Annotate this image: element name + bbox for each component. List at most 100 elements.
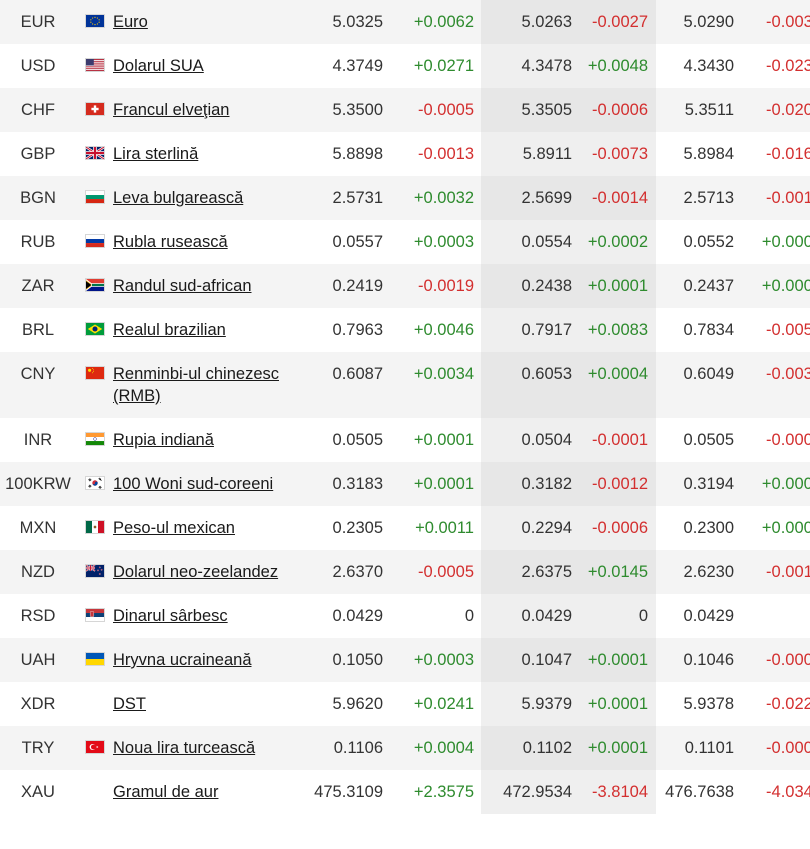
table-row: INR Rupia indiană 0.0505 +0.0001 0.0504 -0.00… <box>0 418 810 462</box>
change-1: +0.0001 <box>413 475 474 493</box>
change-2: -0.0027 <box>592 13 648 31</box>
ua-flag-icon <box>85 652 105 666</box>
change-2: -0.0012 <box>592 475 648 493</box>
currency-name-cell: Dinarul sârbesc <box>76 594 311 638</box>
change-1: +0.0032 <box>413 189 474 207</box>
br-flag-icon <box>85 322 105 336</box>
currency-name-cell: Peso-ul mexican <box>76 506 311 550</box>
change-1: -0.0005 <box>418 563 474 581</box>
rate-3: 0.2300 <box>683 519 734 537</box>
rate-2: 0.0504 <box>481 418 580 462</box>
change-2: -0.0073 <box>592 145 648 163</box>
change-2: +0.0001 <box>587 739 648 757</box>
rate-3: 0.3194 <box>656 462 734 506</box>
currency-name-link[interactable]: Leva bulgarească <box>113 189 244 207</box>
currency-name-cell: Rubla rusească <box>76 220 311 264</box>
tr-flag-icon <box>85 740 105 754</box>
change-3: -0.0164 <box>766 145 810 163</box>
rate-1: 0.7963 <box>332 321 383 339</box>
currency-code: ZAR <box>0 264 76 308</box>
currency-name-link[interactable]: Dolarul neo-zeelandez <box>113 563 279 581</box>
change-1: +0.0271 <box>413 57 474 75</box>
table-row: 100KRW 100 Woni sud-coreeni 0.3183 +0.0001 0… <box>0 462 810 506</box>
mx-flag-icon <box>85 520 105 534</box>
change-1: +0.0004 <box>413 739 474 757</box>
change-3: +0.0002 <box>761 233 810 251</box>
rate-3: 0.1101 <box>656 726 734 770</box>
currency-code: USD <box>20 57 56 75</box>
rate-3: 0.1046 <box>656 638 734 682</box>
rate-1: 5.0325 <box>311 0 383 44</box>
currency-name-link[interactable]: DST <box>113 695 146 713</box>
rate-2: 0.6053 <box>481 352 580 418</box>
currency-name-link[interactable]: Renminbi-ul chinezesc (RMB) <box>113 365 279 405</box>
rate-3: 0.6049 <box>656 352 734 418</box>
rate-1: 0.1106 <box>311 726 383 770</box>
ru-flag-icon <box>85 234 105 248</box>
currency-code: RSD <box>20 607 56 625</box>
nz-flag-icon <box>85 564 105 578</box>
change-3: -0.0007 <box>766 651 810 669</box>
rate-3: 4.3430 <box>683 57 734 75</box>
rate-2: 0.2294 <box>481 506 580 550</box>
currency-name-link[interactable]: Randul sud-african <box>113 277 252 295</box>
currency-code: CNY <box>0 352 76 418</box>
table-row: USD Dolarul SUA 4.3749 +0.0271 4.3478 +0.0048… <box>0 44 810 88</box>
rate-1: 5.3500 <box>311 88 383 132</box>
currency-name-link[interactable]: Euro <box>113 13 148 31</box>
change-3: -4.0345 <box>766 783 810 801</box>
table-row: ZAR Randul sud-african 0.2419 -0.0019 0.2438… <box>0 264 810 308</box>
change-3: -0.0051 <box>766 321 810 339</box>
rate-3: 0.0429 <box>683 607 734 625</box>
rate-1: 0.0505 <box>332 431 383 449</box>
change-3: -0.0032 <box>766 365 810 383</box>
currency-name-cell: Lira sterlină <box>76 132 311 176</box>
rate-1: 0.3183 <box>311 462 383 506</box>
currency-name-link[interactable]: Rupia indiană <box>113 431 214 449</box>
currency-name-link[interactable]: 100 Woni sud-coreeni <box>113 475 274 493</box>
table-row: TRY Noua lira turcească 0.1106 +0.0004 0.110… <box>0 726 810 770</box>
change-2: -0.0006 <box>592 519 648 537</box>
change-3: -0.0016 <box>766 189 810 207</box>
table-row: MXN Peso-ul mexican 0.2305 +0.0011 0.2294 -0.… <box>0 506 810 550</box>
currency-name-link[interactable]: Hryvna ucraineană <box>113 651 252 669</box>
rate-2: 0.1102 <box>481 726 580 770</box>
currency-name-link[interactable]: Peso-ul mexican <box>113 519 235 537</box>
rate-1: 0.0429 <box>332 607 383 625</box>
change-2: -0.0001 <box>592 431 648 449</box>
change-1: -0.0005 <box>418 101 474 119</box>
change-1: +2.3575 <box>413 783 474 801</box>
currency-name-link[interactable]: Rubla rusească <box>113 233 228 251</box>
rate-1: 5.8898 <box>332 145 383 163</box>
currency-name-link[interactable]: Gramul de aur <box>113 783 219 801</box>
currency-name-cell: Noua lira turcească <box>76 726 311 770</box>
currency-name-link[interactable]: Noua lira turcească <box>113 739 256 757</box>
rates-body: EUR Euro 5.0325 +0.0062 5.0263 -0.0027 5.0290 -… <box>0 0 810 814</box>
rate-2: 0.2438 <box>481 264 580 308</box>
currency-code: EUR <box>0 0 76 44</box>
currency-code: BGN <box>0 176 76 220</box>
rate-2: 5.8911 <box>481 132 580 176</box>
currency-name-link[interactable]: Lira sterlină <box>113 145 199 163</box>
currency-name-link[interactable]: Francul elveţian <box>113 101 230 119</box>
change-2: -3.8104 <box>592 783 648 801</box>
currency-name-link[interactable]: Dolarul SUA <box>113 57 204 75</box>
rate-2: 472.9534 <box>481 770 580 814</box>
table-row: BGN Leva bulgarească 2.5731 +0.0032 2.5699 -0… <box>0 176 810 220</box>
currency-name-cell: Renminbi-ul chinezesc (RMB) <box>76 352 311 418</box>
table-row: GBP Lira sterlină 5.8898 -0.0013 5.8911 -0.00… <box>0 132 810 176</box>
rate-1: 0.2305 <box>332 519 383 537</box>
rate-2: 5.3505 <box>481 88 580 132</box>
currency-name-cell: Hryvna ucraineană <box>76 638 311 682</box>
rate-3: 0.0505 <box>683 431 734 449</box>
rate-2: 0.0554 <box>481 220 580 264</box>
currency-name-link[interactable]: Dinarul sârbesc <box>113 607 228 625</box>
change-1: +0.0003 <box>413 233 474 251</box>
change-1: +0.0241 <box>413 695 474 713</box>
rate-1: 0.6087 <box>311 352 383 418</box>
table-row: UAH Hryvna ucraineană 0.1050 +0.0003 0.1047 +… <box>0 638 810 682</box>
currency-name-link[interactable]: Realul brazilian <box>113 321 226 339</box>
rate-2: 2.5699 <box>481 176 580 220</box>
rate-3: 5.3511 <box>656 88 734 132</box>
